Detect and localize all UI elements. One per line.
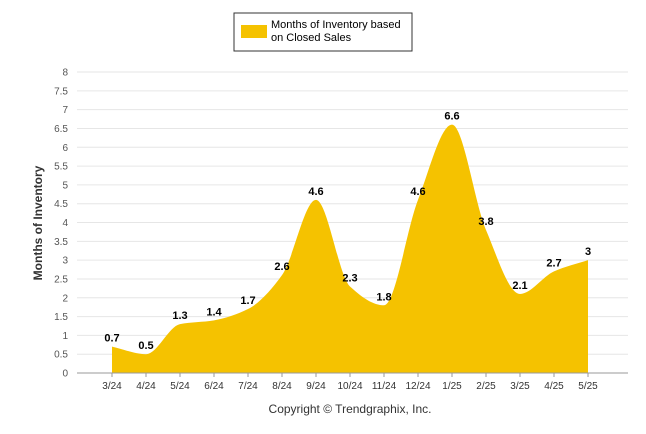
x-tick-label: 7/24 [238, 381, 258, 392]
x-tick-label: 4/25 [544, 381, 564, 392]
area-fill [112, 124, 588, 373]
data-label: 1.4 [206, 306, 222, 318]
y-axis-ticks: 0 0.5 1 1.5 2 2.5 3 3.5 4 4.5 5 5.5 6 6.5 7 7.5 8 [54, 68, 68, 380]
y-tick-label: 6.5 [54, 124, 68, 135]
y-tick-label: 0.5 [54, 350, 68, 361]
y-tick-label: 7.5 [54, 86, 68, 97]
legend-swatch [241, 25, 267, 38]
y-tick-label: 4 [62, 218, 68, 229]
area-series [112, 124, 588, 373]
y-tick-label: 5.5 [54, 162, 68, 173]
data-label: 1.3 [172, 310, 187, 322]
x-tick-label: 2/25 [476, 381, 496, 392]
x-tick-label: 1/25 [442, 381, 462, 392]
y-tick-label: 3.5 [54, 237, 68, 248]
data-label: 2.3 [342, 272, 357, 284]
y-tick-label: 1 [62, 331, 68, 342]
y-tick-label: 6 [62, 143, 68, 154]
y-tick-label: 4.5 [54, 199, 68, 210]
x-tick-label: 3/24 [102, 381, 122, 392]
data-labels: 0.7 0.5 1.3 1.4 1.7 2.6 4.6 2.3 1.8 4.6 6.6 3.8 2.1 2… [104, 111, 591, 353]
data-label: 2.6 [274, 261, 289, 273]
legend: Months of Inventory based on Closed Sale… [233, 12, 413, 52]
data-label: 4.6 [410, 186, 425, 198]
legend-label-line-2: on Closed Sales [271, 32, 352, 44]
y-tick-label: 3 [62, 256, 68, 267]
y-tick-label: 1.5 [54, 312, 68, 323]
data-label: 2.1 [512, 280, 527, 292]
x-tick-label: 11/24 [372, 381, 397, 392]
y-tick-label: 8 [62, 68, 68, 79]
legend-label-line-1: Months of Inventory based [271, 19, 401, 31]
x-tick-label: 10/24 [337, 381, 362, 392]
data-label: 1.7 [240, 295, 255, 307]
data-label: 3 [585, 246, 591, 258]
x-tick-label: 5/24 [170, 381, 190, 392]
data-label: 6.6 [444, 111, 459, 123]
x-tick-label: 8/24 [272, 381, 292, 392]
y-axis-label: Months of Inventory [31, 165, 45, 280]
x-axis-ticks: 3/24 4/24 5/24 6/24 7/24 8/24 9/24 10/24 11/24 12… [102, 373, 598, 392]
x-tick-label: 5/25 [578, 381, 598, 392]
data-label: 2.7 [546, 257, 561, 269]
x-tick-label: 4/24 [136, 381, 156, 392]
y-tick-label: 5 [62, 180, 68, 191]
x-tick-label: 12/24 [405, 381, 430, 392]
y-tick-label: 2.5 [54, 274, 68, 285]
data-label: 4.6 [308, 186, 323, 198]
x-tick-label: 9/24 [306, 381, 326, 392]
data-label: 0.5 [138, 340, 153, 352]
copyright-footer: Copyright © Trendgraphix, Inc. [269, 402, 432, 416]
x-tick-label: 3/25 [510, 381, 530, 392]
data-label: 0.7 [104, 333, 119, 345]
data-label: 3.8 [478, 216, 493, 228]
x-tick-label: 6/24 [204, 381, 224, 392]
y-tick-label: 7 [62, 105, 68, 116]
y-tick-label: 0 [62, 369, 68, 380]
y-tick-label: 2 [62, 293, 68, 304]
data-label: 1.8 [376, 291, 391, 303]
